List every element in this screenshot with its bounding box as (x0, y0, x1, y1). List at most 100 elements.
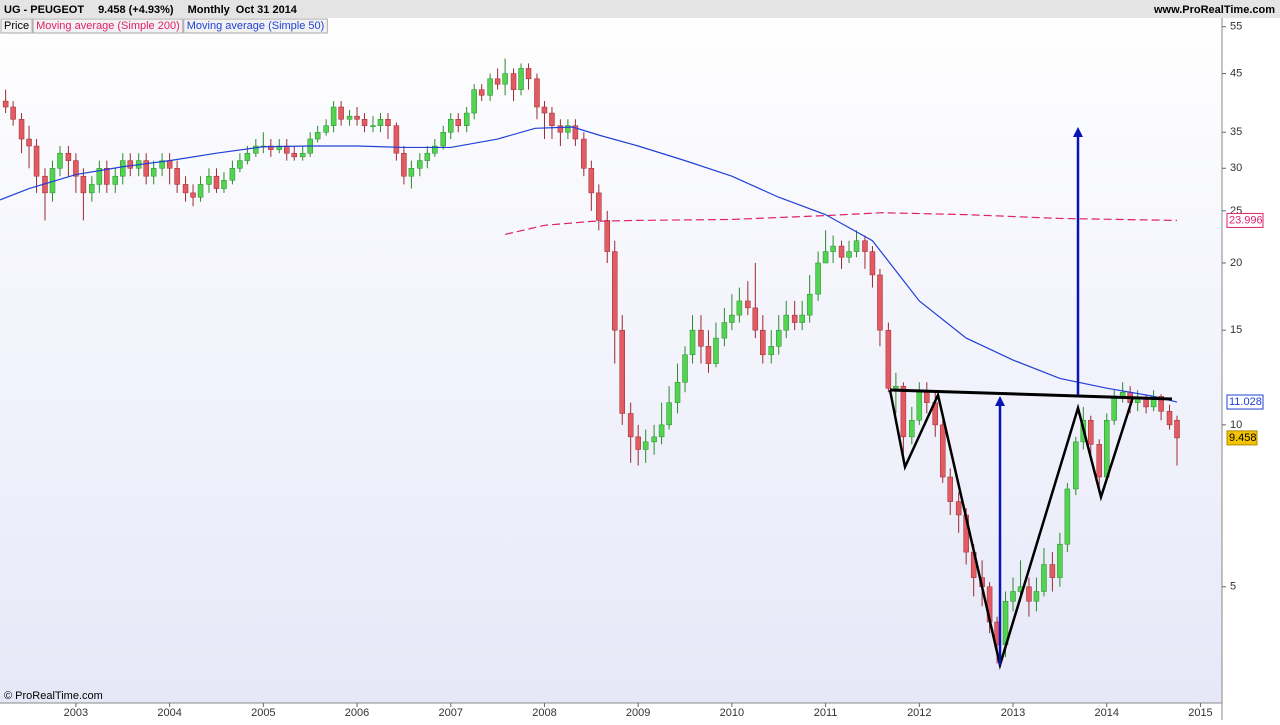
candle-body (572, 125, 579, 140)
candle-body (244, 152, 251, 161)
candle-body (1033, 591, 1040, 602)
ma-value-box (1226, 394, 1264, 410)
candle-body (947, 476, 953, 502)
x-tick-label: 2005 (251, 707, 275, 719)
x-tick-label: 2004 (157, 707, 181, 719)
candle-body (862, 240, 868, 252)
candle-body (713, 337, 719, 364)
header: UG - PEUGEOT 9.458 (+4.93%) Monthly Oct 31 … (4, 4, 298, 16)
copyright: © ProRealTime.com (4, 690, 103, 702)
candle-body (417, 160, 423, 169)
candle-body (1174, 420, 1180, 439)
candle-body (96, 168, 103, 185)
period: Monthly (188, 4, 231, 16)
candle-body (581, 138, 587, 169)
candle-body (885, 329, 892, 389)
last-price-box (1226, 430, 1258, 446)
candle-body (10, 106, 16, 120)
candle-body (698, 329, 704, 347)
candle-body (1096, 444, 1102, 478)
candle-body (323, 125, 329, 133)
candle-body (440, 132, 447, 147)
candle-body (611, 251, 618, 331)
candle-body (166, 160, 173, 169)
candle-body (221, 180, 227, 189)
candle-body (299, 152, 306, 158)
candle-body (150, 168, 157, 177)
candle-body (89, 184, 95, 194)
candle-body (1057, 543, 1063, 578)
candle-body (799, 314, 805, 323)
ma-value-label: 23.996 (1229, 214, 1263, 226)
candle-body (815, 262, 821, 295)
candle-body (401, 152, 407, 177)
candle-body (689, 329, 696, 356)
arrow-head (995, 396, 1005, 406)
candle-body (525, 68, 532, 80)
legend-box (0, 18, 33, 34)
candle-body (534, 78, 540, 108)
y-tick-label: 55 (1230, 21, 1242, 33)
candle-body (768, 346, 774, 356)
candle-body (1158, 396, 1164, 412)
candle-body (494, 78, 501, 85)
candle-body (377, 119, 384, 126)
x-tick-label: 2012 (907, 707, 931, 719)
candle-body (760, 329, 766, 356)
candle-body (721, 322, 728, 339)
last-price-label: 9.458 (1229, 432, 1257, 444)
candle-body (1026, 586, 1032, 602)
candle-body (408, 168, 415, 177)
candle-body (822, 251, 829, 264)
x-tick-label: 2003 (64, 707, 88, 719)
candle-body (393, 125, 400, 154)
candle-body (877, 274, 883, 331)
moving-average-line (0, 126, 1178, 403)
candle-body (900, 385, 907, 438)
legend-label: Moving average (Simple 200) (36, 20, 180, 32)
date: Oct 31 2014 (236, 4, 298, 16)
candle-body (1103, 420, 1110, 478)
candle-body (838, 245, 845, 258)
y-tick-label: 15 (1230, 324, 1242, 336)
plot (0, 58, 1180, 664)
candle-body (651, 436, 657, 443)
ma-value-label: 11.028 (1229, 396, 1262, 408)
candle-body (314, 132, 321, 140)
candle-body (346, 115, 353, 120)
candle-body (104, 168, 110, 185)
candle-body (1111, 396, 1117, 421)
x-tick-label: 2014 (1094, 707, 1118, 719)
candle-body (736, 300, 743, 316)
candle-body (487, 78, 493, 96)
legend-label: Price (4, 20, 29, 32)
candle-body (705, 346, 712, 364)
candle-body (853, 240, 860, 252)
candle-body (627, 413, 634, 438)
candle-body (604, 220, 611, 252)
candle-body (557, 125, 564, 133)
candle-body (385, 119, 391, 126)
candle-body (338, 106, 344, 120)
candle-body (869, 251, 876, 276)
neckline (889, 388, 1173, 401)
candle-body (424, 152, 431, 161)
candle-body (253, 145, 259, 154)
candle-body (1041, 564, 1047, 592)
x-tick-label: 2007 (439, 707, 463, 719)
candle-body (541, 106, 548, 114)
candle-body (478, 89, 485, 96)
candle-body (57, 152, 63, 169)
x-tick-label: 2010 (720, 707, 744, 719)
candle-body (1119, 391, 1126, 397)
candle-body (182, 184, 189, 194)
candle-body (1010, 591, 1016, 602)
legend-box (32, 18, 184, 34)
x-tick-label: 2015 (1188, 707, 1212, 719)
candle-body (1049, 564, 1056, 578)
candle-body (284, 145, 290, 154)
candle-body (112, 175, 119, 185)
candle-body (510, 73, 517, 90)
candle-body (674, 382, 681, 403)
candle-body (729, 314, 735, 323)
